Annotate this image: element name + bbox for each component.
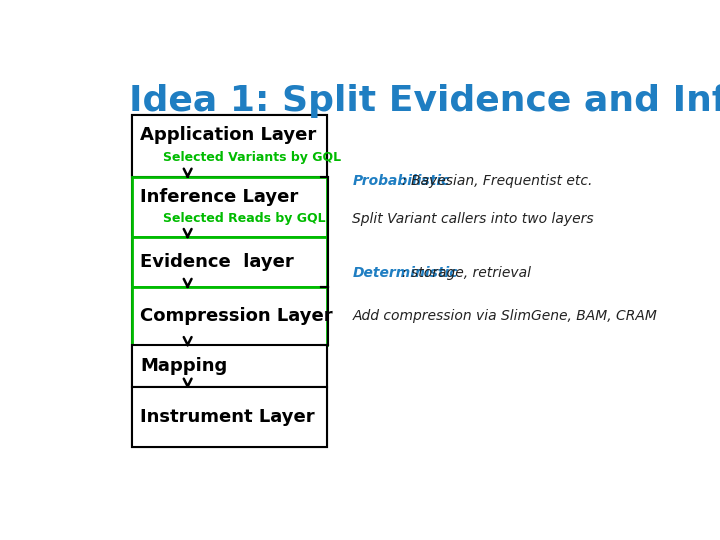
Text: Application Layer: Application Layer (140, 126, 317, 145)
Text: Deterministic: Deterministic (352, 266, 458, 280)
Text: : storage, retrieval: : storage, retrieval (402, 266, 531, 280)
Text: Split Variant callers into two layers: Split Variant callers into two layers (352, 212, 594, 226)
Bar (132, 287, 327, 346)
Text: Selected Reads by GQL: Selected Reads by GQL (163, 212, 325, 225)
Text: Instrument Layer: Instrument Layer (140, 408, 315, 426)
Text: Idea 1: Split Evidence and Inference: Idea 1: Split Evidence and Inference (129, 84, 720, 118)
Bar (132, 114, 327, 447)
Text: Probabilistic: Probabilistic (352, 174, 449, 188)
Text: Add compression via SlimGene, BAM, CRAM: Add compression via SlimGene, BAM, CRAM (352, 309, 657, 323)
Text: Mapping: Mapping (140, 357, 228, 375)
Text: Evidence  layer: Evidence layer (140, 253, 294, 271)
Bar (132, 238, 327, 287)
Text: Inference Layer: Inference Layer (140, 188, 299, 206)
Text: Selected Variants by GQL: Selected Variants by GQL (163, 151, 341, 164)
Text: : Bayesian, Frequentist etc.: : Bayesian, Frequentist etc. (402, 174, 592, 188)
Bar (132, 177, 327, 238)
Bar (132, 387, 327, 447)
Bar (132, 346, 327, 387)
Bar (132, 114, 327, 177)
Text: Compression Layer: Compression Layer (140, 307, 333, 326)
